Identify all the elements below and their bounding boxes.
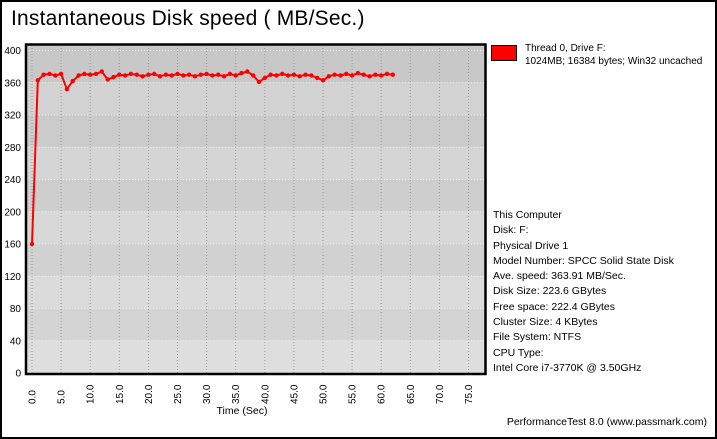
svg-text:60.0: 60.0 (377, 384, 388, 404)
svg-text:55.0: 55.0 (348, 384, 359, 404)
svg-text:10.0: 10.0 (86, 384, 97, 404)
svg-text:80: 80 (10, 304, 22, 315)
svg-text:320: 320 (4, 111, 21, 122)
svg-text:35.0: 35.0 (231, 384, 242, 404)
svg-text:200: 200 (4, 207, 21, 218)
svg-text:65.0: 65.0 (406, 384, 417, 404)
svg-text:40.0: 40.0 (260, 384, 271, 404)
chart-legend: Thread 0, Drive F: 1024MB; 16384 bytes; … (491, 43, 702, 68)
svg-text:45.0: 45.0 (289, 384, 300, 404)
plot-bands (27, 45, 485, 373)
svg-text:25.0: 25.0 (173, 384, 184, 404)
svg-text:360: 360 (4, 78, 21, 89)
legend-text: Thread 0, Drive F: 1024MB; 16384 bytes; … (525, 43, 702, 68)
svg-text:120: 120 (4, 272, 21, 283)
watermark: PerformanceTest 8.0 (www.passmark.com) (506, 416, 707, 428)
svg-text:400: 400 (4, 46, 21, 57)
svg-text:0.0: 0.0 (28, 390, 39, 404)
svg-text:20.0: 20.0 (144, 384, 155, 404)
svg-text:15.0: 15.0 (115, 384, 126, 404)
svg-text:30.0: 30.0 (202, 384, 213, 404)
legend-swatch-icon (491, 45, 517, 61)
svg-text:280: 280 (4, 143, 21, 154)
svg-text:5.0: 5.0 (57, 390, 68, 404)
x-axis-title: Time (Sec) (217, 405, 268, 417)
svg-text:40: 40 (10, 336, 22, 347)
svg-text:0: 0 (15, 369, 21, 380)
system-info: This Computer Disk: F: Physical Drive 1 … (493, 209, 674, 374)
svg-text:Time (Sec): Time (Sec) (217, 405, 268, 417)
legend-series-name: Thread 0, Drive F: (525, 43, 606, 54)
y-axis-labels: 0 40 80 120 160 200 240 280 320 360 400 (4, 46, 21, 380)
chart-title: Instantaneous Disk speed ( MB/Sec.) (11, 7, 365, 30)
svg-text:50.0: 50.0 (319, 384, 330, 404)
gridlines (27, 45, 485, 373)
legend-series-detail: 1024MB; 16384 bytes; Win32 uncached (525, 55, 703, 67)
svg-text:160: 160 (4, 240, 21, 251)
data-points (29, 69, 395, 247)
svg-text:70.0: 70.0 (435, 384, 446, 404)
svg-text:75.0: 75.0 (464, 384, 475, 404)
x-axis-labels: 0.0 5.0 10.0 15.0 20.0 25.0 30.0 35.0 40.0 45.0 50… (28, 384, 476, 404)
plot-border (24, 43, 487, 376)
svg-text:240: 240 (4, 175, 21, 186)
